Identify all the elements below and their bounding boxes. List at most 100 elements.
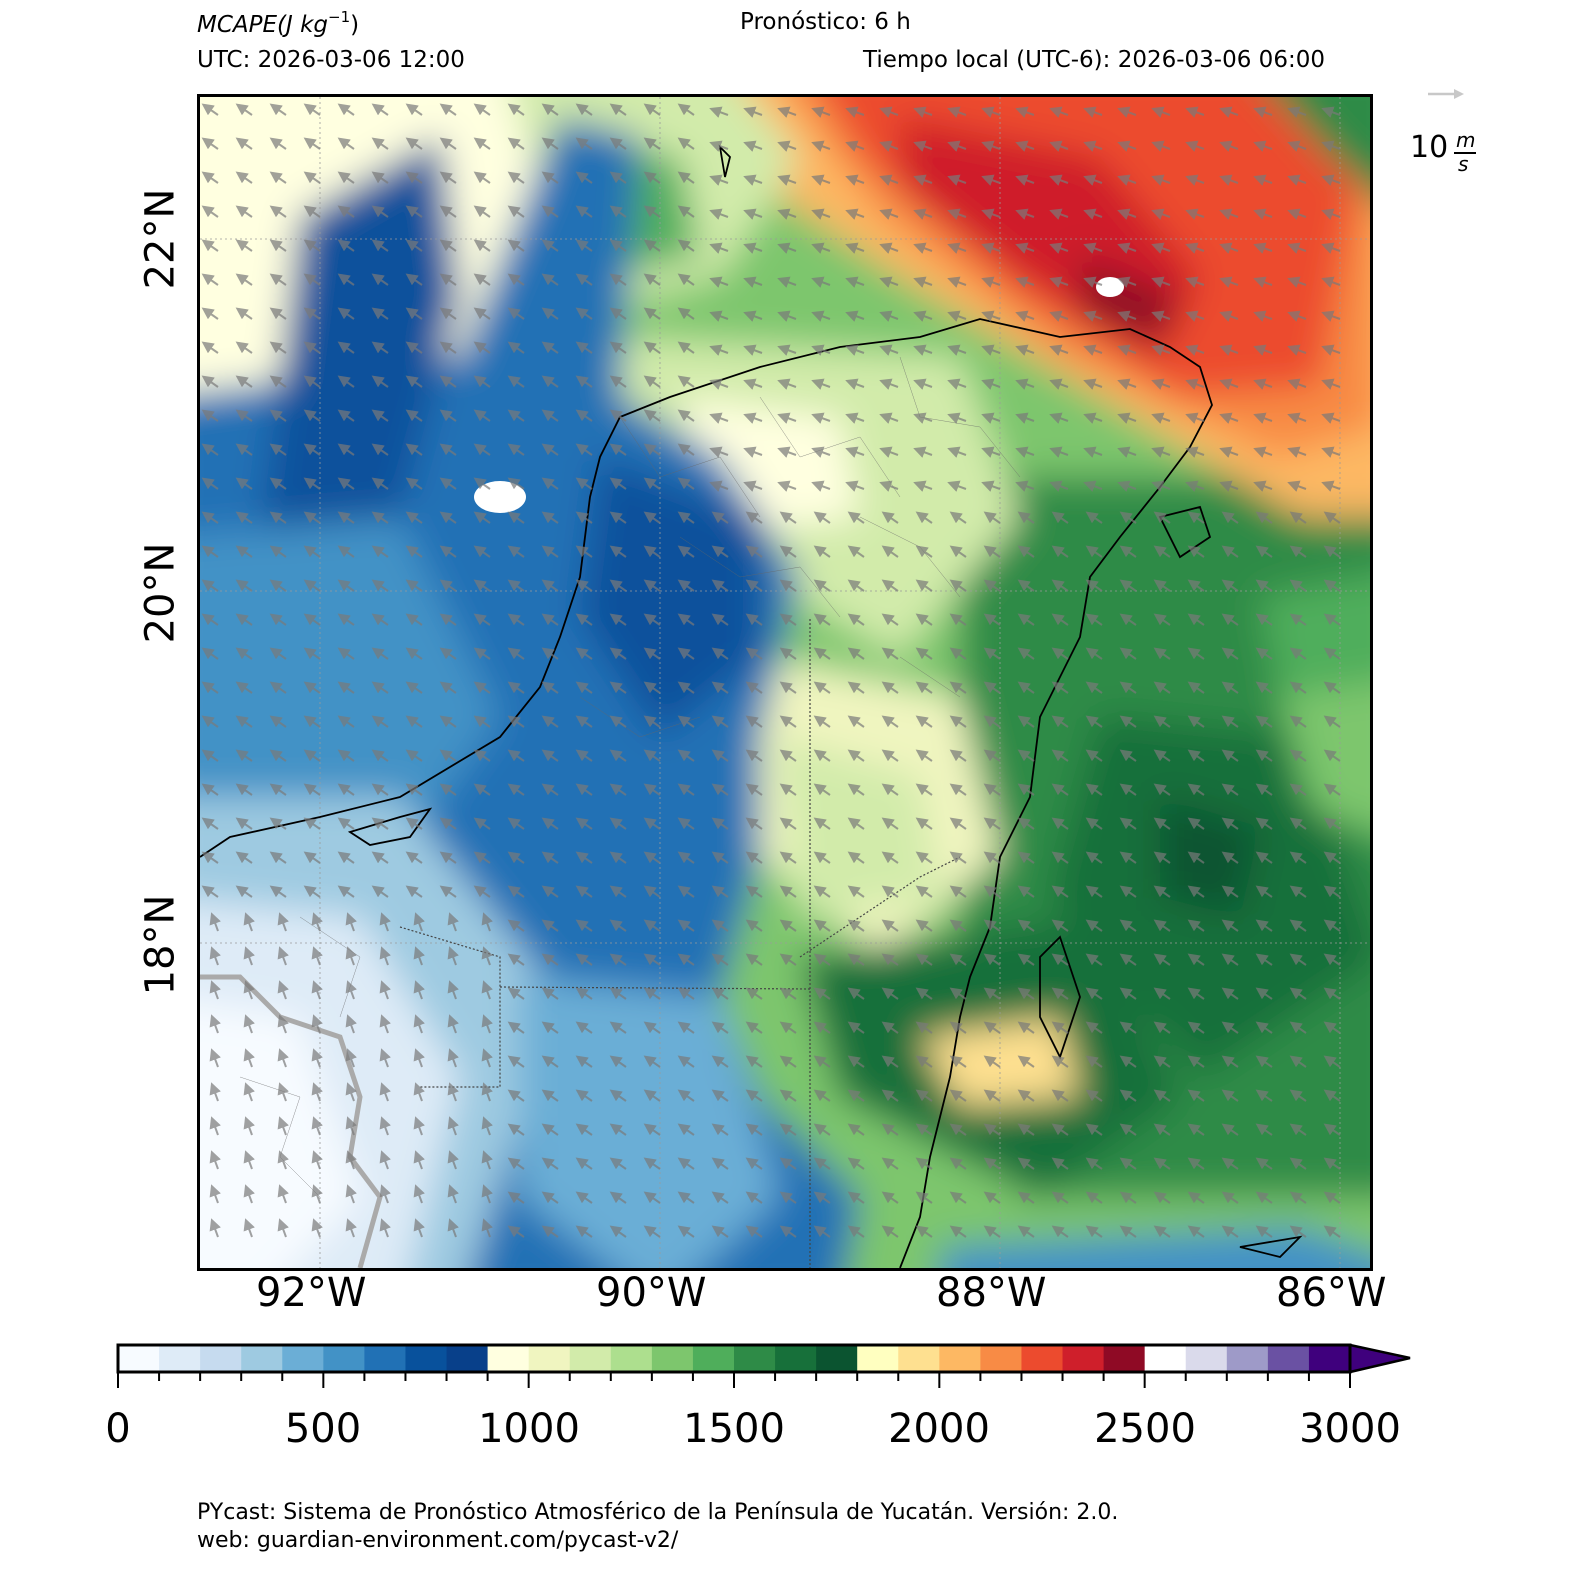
wind-arrow [1219,446,1239,458]
wind-arrow [481,1116,493,1136]
wind-arrow [1015,344,1035,356]
wind-arrow [847,749,865,762]
wind-arrow [813,885,831,898]
wind-arrow [915,817,933,830]
wind-arrow [915,1089,933,1102]
wind-arrow [405,715,423,728]
wind-arrow [879,208,899,220]
wind-arrow [1221,1021,1239,1034]
wind-arrow [1253,344,1273,356]
wind-arrow [643,579,661,592]
wind-arrow [209,946,221,966]
wind-arrow [983,647,1001,660]
wind-arrow [405,851,423,864]
wind-arrow [745,715,763,728]
wind-arrow [609,137,627,150]
wind-arrow [609,511,627,524]
wind-arrow [1321,140,1341,152]
wind-arrow [303,477,321,490]
wind-arrow [845,480,865,492]
wind-arrow [541,477,559,490]
wind-arrow [1255,511,1273,524]
wind-arrow [1151,412,1171,424]
wind-arrow [1255,1055,1273,1068]
wind-arrow [915,545,933,558]
wind-arrow [1015,140,1035,152]
wind-arrow [507,953,525,966]
map-panel[interactable] [197,94,1373,1271]
wind-arrow [881,885,899,898]
wind-arrow [1153,715,1171,728]
wind-arrow [845,446,865,458]
wind-arrow [1255,987,1273,1000]
wind-arrow [541,1055,559,1068]
wind-arrow [1255,919,1273,932]
wind-arrow [575,613,593,626]
wind-arrow [405,681,423,694]
wind-arrow [643,477,661,490]
footer-url[interactable]: web: guardian-environment.com/pycast-v2/ [197,1528,679,1553]
wind-arrow [507,647,525,660]
colorbar-tick-label: 3000 [1299,1406,1401,1452]
wind-arrow [235,647,253,660]
wind-arrow [847,851,865,864]
wind-arrow [1119,1055,1137,1068]
wind-arrow [879,412,899,424]
wind-arrow [1221,749,1239,762]
wind-arrow [1221,953,1239,966]
wind-arrow [201,273,219,286]
wind-arrow [269,681,287,694]
wind-arrow [447,980,459,1000]
wind-arrow [677,715,695,728]
wind-arrow [269,375,287,388]
wind-arrow [269,715,287,728]
wind-arrow [811,412,831,424]
wind-arrow [745,851,763,864]
wind-arrow [913,106,933,118]
wind-arrow [1085,1055,1103,1068]
wind-arrow [983,749,1001,762]
local-time: Tiempo local (UTC-6): 2026-03-06 06:00 [863,47,1325,73]
wind-arrow [1255,1021,1273,1034]
wind-arrow [209,1014,221,1034]
wind-arrow [779,715,797,728]
lon-label-90w: 90°W [596,1270,707,1316]
wind-arrow [337,239,355,252]
wind-arrow [949,545,967,558]
wind-arrow [1187,681,1205,694]
colorbar-tick-label: 1500 [683,1406,785,1452]
wind-arrow [371,103,389,116]
wind-arrow [473,375,491,388]
wind-arrow [311,980,323,1000]
wind-arrow [541,613,559,626]
wind-arrow [1015,106,1035,118]
wind-arrow [643,341,661,354]
wind-arrow [337,749,355,762]
wind-arrow [243,946,255,966]
wind-arrow [779,885,797,898]
wind-arrow [1017,817,1035,830]
wind-arrow [847,953,865,966]
wind-arrow [711,1123,729,1136]
wind-arrow [1219,276,1239,288]
wind-arrow [1221,647,1239,660]
wind-arrow [813,817,831,830]
wind-arrow [1321,412,1341,424]
wind-arrow [541,171,559,184]
wind-arrow [337,783,355,796]
wind-arrow [201,511,219,524]
wind-arrow [345,1082,357,1102]
wind-arrow [711,1055,729,1068]
wind-arrow [981,310,1001,322]
wind-arrow [1255,715,1273,728]
wind-arrow [949,1089,967,1102]
wind-arrow [1049,378,1069,390]
wind-arrow [1049,242,1069,254]
wind-arrow [743,174,763,186]
wind-arrow [609,1055,627,1068]
lat-label-22n: 22°N [137,188,184,290]
wind-arrow [1085,817,1103,830]
wind-arrow [1017,613,1035,626]
wind-arrow [847,647,865,660]
wind-arrow [507,715,525,728]
